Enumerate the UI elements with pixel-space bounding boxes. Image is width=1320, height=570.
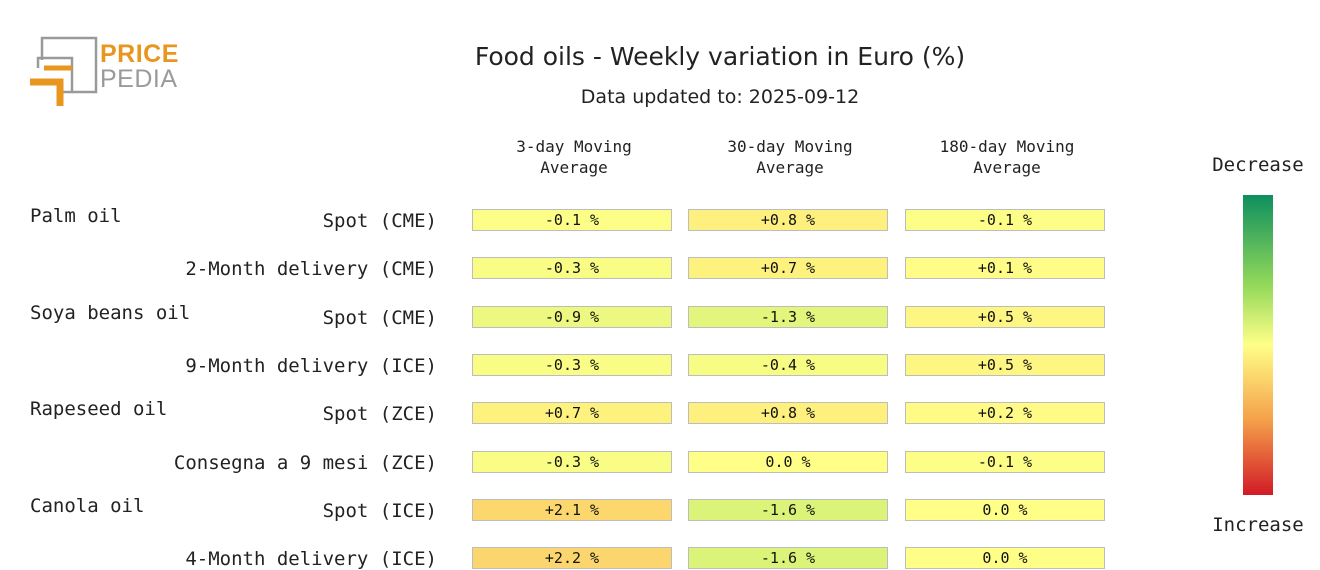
- variation-cell: +2.1 %: [472, 498, 672, 521]
- column-header: 30-day Moving Average: [727, 137, 853, 177]
- variation-cell: +0.5 %: [905, 305, 1105, 328]
- variation-cell: -0.3 %: [472, 353, 672, 376]
- pricepedia-logo: PRICE PEDIA: [28, 36, 188, 110]
- variation-cell: +0.2 %: [905, 402, 1105, 425]
- commodity-group-label: Palm oil: [30, 205, 122, 227]
- row-label: 4-Month delivery (ICE): [185, 548, 437, 570]
- variation-cell: 0.0 %: [905, 498, 1105, 521]
- variation-cell: -1.6 %: [688, 498, 888, 521]
- variation-cell: +0.7 %: [688, 257, 888, 280]
- row-label: Spot (CME): [322, 210, 437, 232]
- chart-subtitle: Data updated to: 2025-09-12: [580, 86, 860, 108]
- row-label: 2-Month delivery (CME): [185, 258, 437, 281]
- commodity-group-label: Canola oil: [30, 494, 145, 517]
- variation-cell: -0.1 %: [905, 450, 1105, 473]
- logo-text-pedia: PEDIA: [100, 65, 178, 93]
- column-header: 3-day Moving Average: [516, 137, 632, 177]
- commodity-group-label: Soya beans oil: [30, 301, 191, 324]
- variation-cell: 0.0 %: [688, 450, 888, 473]
- row-label: Spot (ZCE): [322, 403, 437, 426]
- variation-cell: -1.6 %: [688, 547, 888, 570]
- row-label: Spot (CME): [322, 306, 437, 329]
- variation-cell: -0.3 %: [472, 257, 672, 280]
- variation-cell: +2.2 %: [472, 547, 672, 570]
- variation-cell: +0.5 %: [905, 353, 1105, 376]
- variation-cell: +0.8 %: [688, 402, 888, 425]
- chart-title: Food oils - Weekly variation in Euro (%): [474, 42, 966, 71]
- variation-cell: -0.1 %: [905, 209, 1105, 231]
- variation-cell: +0.7 %: [472, 402, 672, 425]
- color-scale-bar: [1243, 195, 1273, 495]
- logo-text-price: PRICE: [100, 40, 179, 68]
- row-label: Spot (ICE): [322, 499, 437, 522]
- variation-cell: +0.1 %: [905, 257, 1105, 280]
- variation-cell: -1.3 %: [688, 305, 888, 328]
- commodity-group-label: Rapeseed oil: [30, 398, 168, 421]
- logo-mark-icon: [30, 36, 98, 106]
- column-header: 180-day Moving Average: [939, 137, 1075, 177]
- row-label: Consegna a 9 mesi (ZCE): [173, 451, 437, 474]
- variation-cell: -0.3 %: [472, 450, 672, 473]
- legend-top-label: Decrease: [1212, 154, 1304, 176]
- variation-cell: -0.1 %: [472, 209, 672, 231]
- row-label: 9-Month delivery (ICE): [185, 354, 437, 377]
- legend-bottom-label: Increase: [1212, 514, 1304, 536]
- variation-cell: 0.0 %: [905, 547, 1105, 570]
- variation-cell: -0.4 %: [688, 353, 888, 376]
- variation-cell: -0.9 %: [472, 305, 672, 328]
- variation-cell: +0.8 %: [688, 209, 888, 231]
